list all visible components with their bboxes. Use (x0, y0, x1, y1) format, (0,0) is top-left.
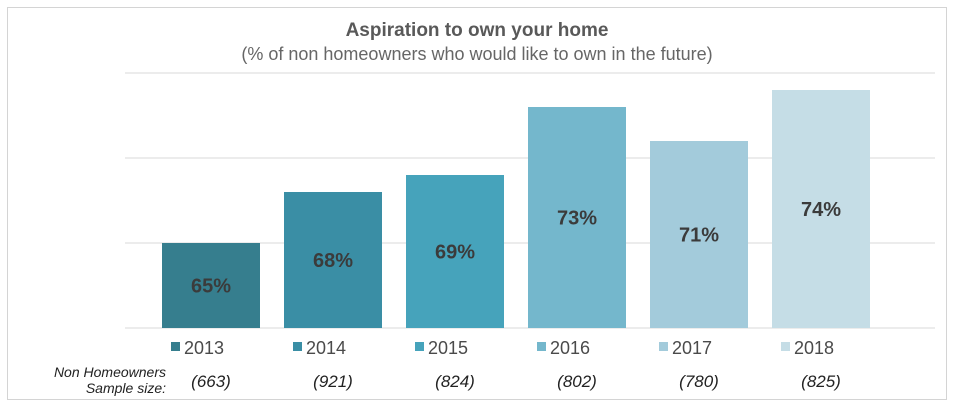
data-label-2014: 68% (313, 250, 353, 272)
legend-label-2015: 2015 (428, 338, 468, 358)
legend-swatch-2017 (659, 342, 668, 351)
legend-swatch-2016 (537, 342, 546, 351)
sample-size-2014: (921) (313, 372, 353, 391)
legend-label-2016: 2016 (550, 338, 590, 358)
data-label-2016: 73% (557, 208, 597, 230)
legend-swatch-2014 (293, 342, 302, 351)
legend-label-2017: 2017 (672, 338, 712, 358)
legend-label-2014: 2014 (306, 338, 346, 358)
sample-size-2016: (802) (557, 372, 597, 391)
sample-size-2017: (780) (679, 372, 719, 391)
data-label-2015: 69% (435, 242, 475, 264)
legend-label-2013: 2013 (184, 338, 224, 358)
bar-2018 (772, 90, 870, 328)
bar-2014 (284, 192, 382, 328)
bar-2016 (528, 107, 626, 328)
bar-2015 (406, 175, 504, 328)
data-label-2013: 65% (191, 276, 231, 298)
legend-label-2018: 2018 (794, 338, 834, 358)
sample-size-2015: (824) (435, 372, 475, 391)
legend-swatch-2018 (781, 342, 790, 351)
data-label-2018: 74% (801, 199, 841, 221)
bar-2013 (162, 243, 260, 328)
legend-swatch-2013 (171, 342, 180, 351)
chart-subtitle: (% of non homeowners who would like to o… (241, 44, 713, 64)
sample-size-2018: (825) (801, 372, 841, 391)
legend-swatch-2015 (415, 342, 424, 351)
bar-2017 (650, 141, 748, 328)
data-label-2017: 71% (679, 225, 719, 247)
sample-label-line1: Non Homeowners (53, 364, 166, 380)
sample-label-line2: Sample size: (85, 380, 166, 396)
sample-size-2013: (663) (191, 372, 231, 391)
chart-title: Aspiration to own your home (345, 20, 609, 41)
